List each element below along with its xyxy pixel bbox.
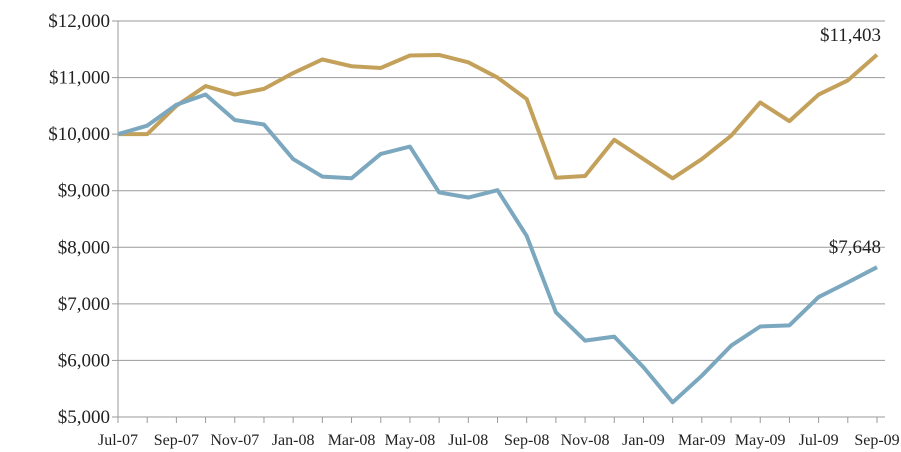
y-tick-label: $8,000 [58, 237, 110, 258]
x-tick-label: Jan-08 [272, 432, 315, 449]
y-tick-label: $5,000 [58, 407, 110, 428]
y-tick-label: $11,000 [49, 68, 110, 89]
x-tick-label: Nov-08 [561, 432, 610, 449]
x-tick-label: Jan-09 [622, 432, 665, 449]
x-tick-label: Mar-09 [678, 432, 726, 449]
value-label: $7,648 [829, 237, 881, 258]
series-line [118, 52, 879, 181]
x-tick-label: Nov-07 [210, 432, 259, 449]
y-tick-label: $7,000 [58, 294, 110, 315]
x-tick-label: Sep-09 [854, 432, 899, 449]
y-tick-label: $10,000 [48, 124, 110, 145]
x-tick-label: May-08 [385, 432, 436, 449]
y-tick-label: $9,000 [58, 181, 110, 202]
y-tick-label: $6,000 [58, 350, 110, 371]
x-tick-label: Sep-07 [154, 432, 199, 449]
x-tick-label: Mar-08 [328, 432, 376, 449]
x-tick-label: Jul-08 [448, 432, 488, 449]
x-tick-label: May-09 [735, 432, 786, 449]
x-tick-label: Sep-08 [504, 432, 549, 449]
value-label: $11,403 [820, 25, 881, 46]
y-tick-label: $12,000 [48, 11, 110, 32]
x-tick-label: Jul-09 [799, 432, 839, 449]
x-tick-label: Jul-07 [98, 432, 138, 449]
series-line [117, 92, 878, 405]
